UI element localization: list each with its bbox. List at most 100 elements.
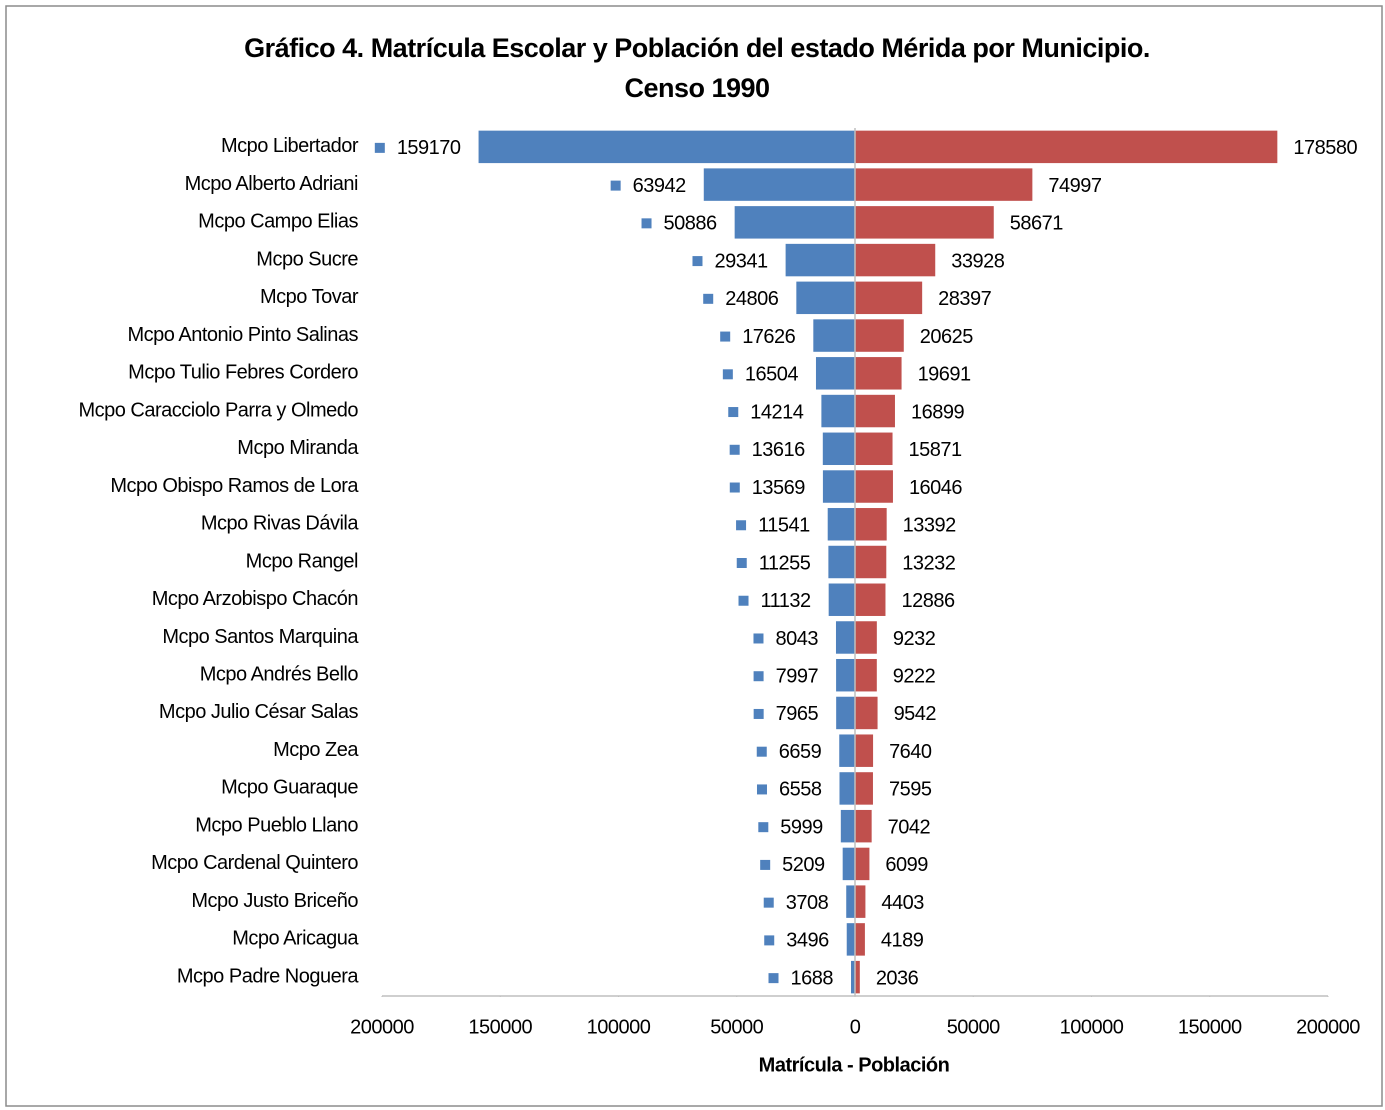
data-label: 9542 [894,703,937,725]
bar [846,923,855,956]
bar [836,696,855,730]
bar [813,319,855,352]
chart-title: Censo 1990 [624,73,769,103]
label-key [753,708,764,719]
data-label: 58671 [1010,213,1063,235]
y-tick-label: Mcpo Julio César Salas [159,701,359,723]
data-label: 3496 [786,930,829,952]
label-key [720,331,731,342]
data-label: 8043 [775,628,818,650]
bar [855,545,887,579]
y-tick-label: Mcpo Rangel [246,550,358,572]
label-key [768,973,779,984]
label-key [753,671,764,682]
bar [839,734,855,767]
bar [703,168,855,201]
bar [835,621,855,654]
y-tick-label: Mcpo Justo Briceño [191,890,358,912]
y-tick-label: Mcpo Rivas Dávila [201,513,359,535]
bar [827,508,855,541]
y-tick-label: Mcpo Guaraque [221,777,358,799]
y-tick-label: Mcpo Alberto Adriani [185,173,358,195]
x-axis-title: Matrícula - Población [759,1054,950,1076]
label-key [722,369,733,380]
data-label: 7965 [776,703,819,725]
bar [855,243,936,277]
label-key [728,407,739,418]
data-label: 6659 [779,741,822,763]
y-tick-label: Mcpo Miranda [237,437,359,459]
bar [846,885,855,918]
frame [5,5,1383,1107]
data-label: 5209 [782,854,825,876]
x-tick-label: 50000 [710,1016,763,1038]
data-label: 16899 [911,401,964,423]
bar [822,470,855,503]
bar [828,583,855,616]
chart-title: Gráfico 4. Matrícula Escolar y Población… [244,33,1150,63]
bar [855,206,994,239]
data-label: 2036 [876,967,919,989]
x-tick-label: 150000 [1178,1016,1242,1038]
bar [855,923,865,956]
y-tick-label: Mcpo Padre Noguera [177,965,359,987]
y-tick-label: Mcpo Obispo Ramos de Lora [110,475,359,497]
bar [822,432,855,466]
x-tick-label: 100000 [587,1016,651,1038]
data-label: 13616 [752,439,805,461]
bar [855,885,866,918]
data-label: 4403 [881,892,924,914]
data-label: 7042 [888,816,931,838]
data-label: 7595 [889,779,932,801]
data-label: 12886 [901,590,954,612]
x-tick-label: 200000 [1296,1016,1360,1038]
data-label: 14214 [750,401,803,423]
data-label: 9222 [893,665,936,687]
y-tick-label: Mcpo Cardenal Quintero [151,852,358,874]
data-label: 17626 [742,326,795,348]
x-tick-label: 200000 [350,1016,414,1038]
bar [839,772,855,805]
bar [842,847,855,881]
data-label: 7640 [889,741,932,763]
label-key [729,444,740,455]
data-label: 178580 [1293,137,1357,159]
data-label: 13392 [903,515,956,537]
data-label: 20625 [920,326,973,348]
data-label: 13569 [752,477,805,499]
y-tick-label: Mcpo Sucre [256,248,358,270]
x-tick-label: 100000 [1060,1016,1124,1038]
label-key [758,822,769,833]
data-label: 7997 [776,665,819,687]
y-tick-label: Mcpo Pueblo Llano [195,814,358,836]
bar [855,621,877,654]
x-tick-label: 0 [850,1016,861,1038]
bar [855,168,1033,201]
bar [855,658,877,692]
data-label: 1688 [791,967,834,989]
label-key [610,180,621,191]
bar [855,809,872,843]
label-key [641,218,652,229]
bar [851,960,855,994]
y-tick-label: Mcpo Caracciolo Parra y Olmedo [78,399,358,421]
bar [855,508,887,541]
y-tick-label: Mcpo Tovar [260,286,359,308]
bar [855,583,886,616]
bar [828,545,855,579]
bar [840,809,855,843]
data-label: 74997 [1048,175,1101,197]
data-label: 24806 [725,288,778,310]
label-key [738,595,749,606]
bar [815,357,855,390]
bar [855,847,870,881]
label-key [760,859,771,870]
data-label: 11132 [761,590,812,612]
bar [855,960,860,994]
bar [855,394,895,428]
y-tick-label: Mcpo Andrés Bello [200,663,359,685]
y-tick-label: Mcpo Zea [273,739,359,761]
data-label: 3708 [786,892,829,914]
bar [855,772,873,805]
